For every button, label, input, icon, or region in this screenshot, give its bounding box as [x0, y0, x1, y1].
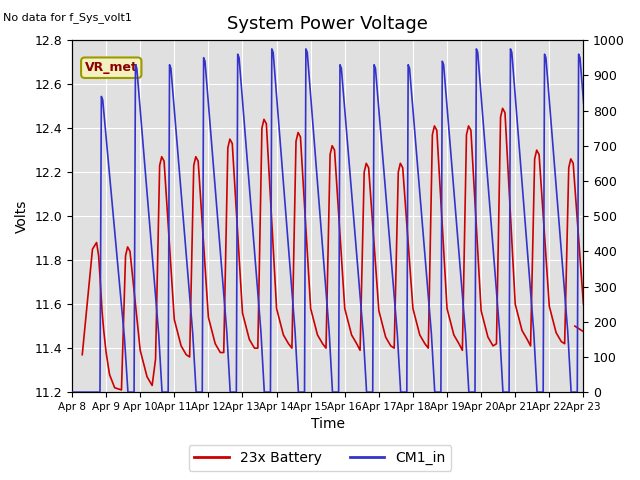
- Text: No data for f_Sys_volt1: No data for f_Sys_volt1: [3, 12, 132, 23]
- X-axis label: Time: Time: [310, 418, 345, 432]
- Text: VR_met: VR_met: [85, 61, 138, 74]
- Y-axis label: Volts: Volts: [15, 199, 29, 233]
- Title: System Power Voltage: System Power Voltage: [227, 15, 428, 33]
- Legend: 23x Battery, CM1_in: 23x Battery, CM1_in: [189, 445, 451, 471]
